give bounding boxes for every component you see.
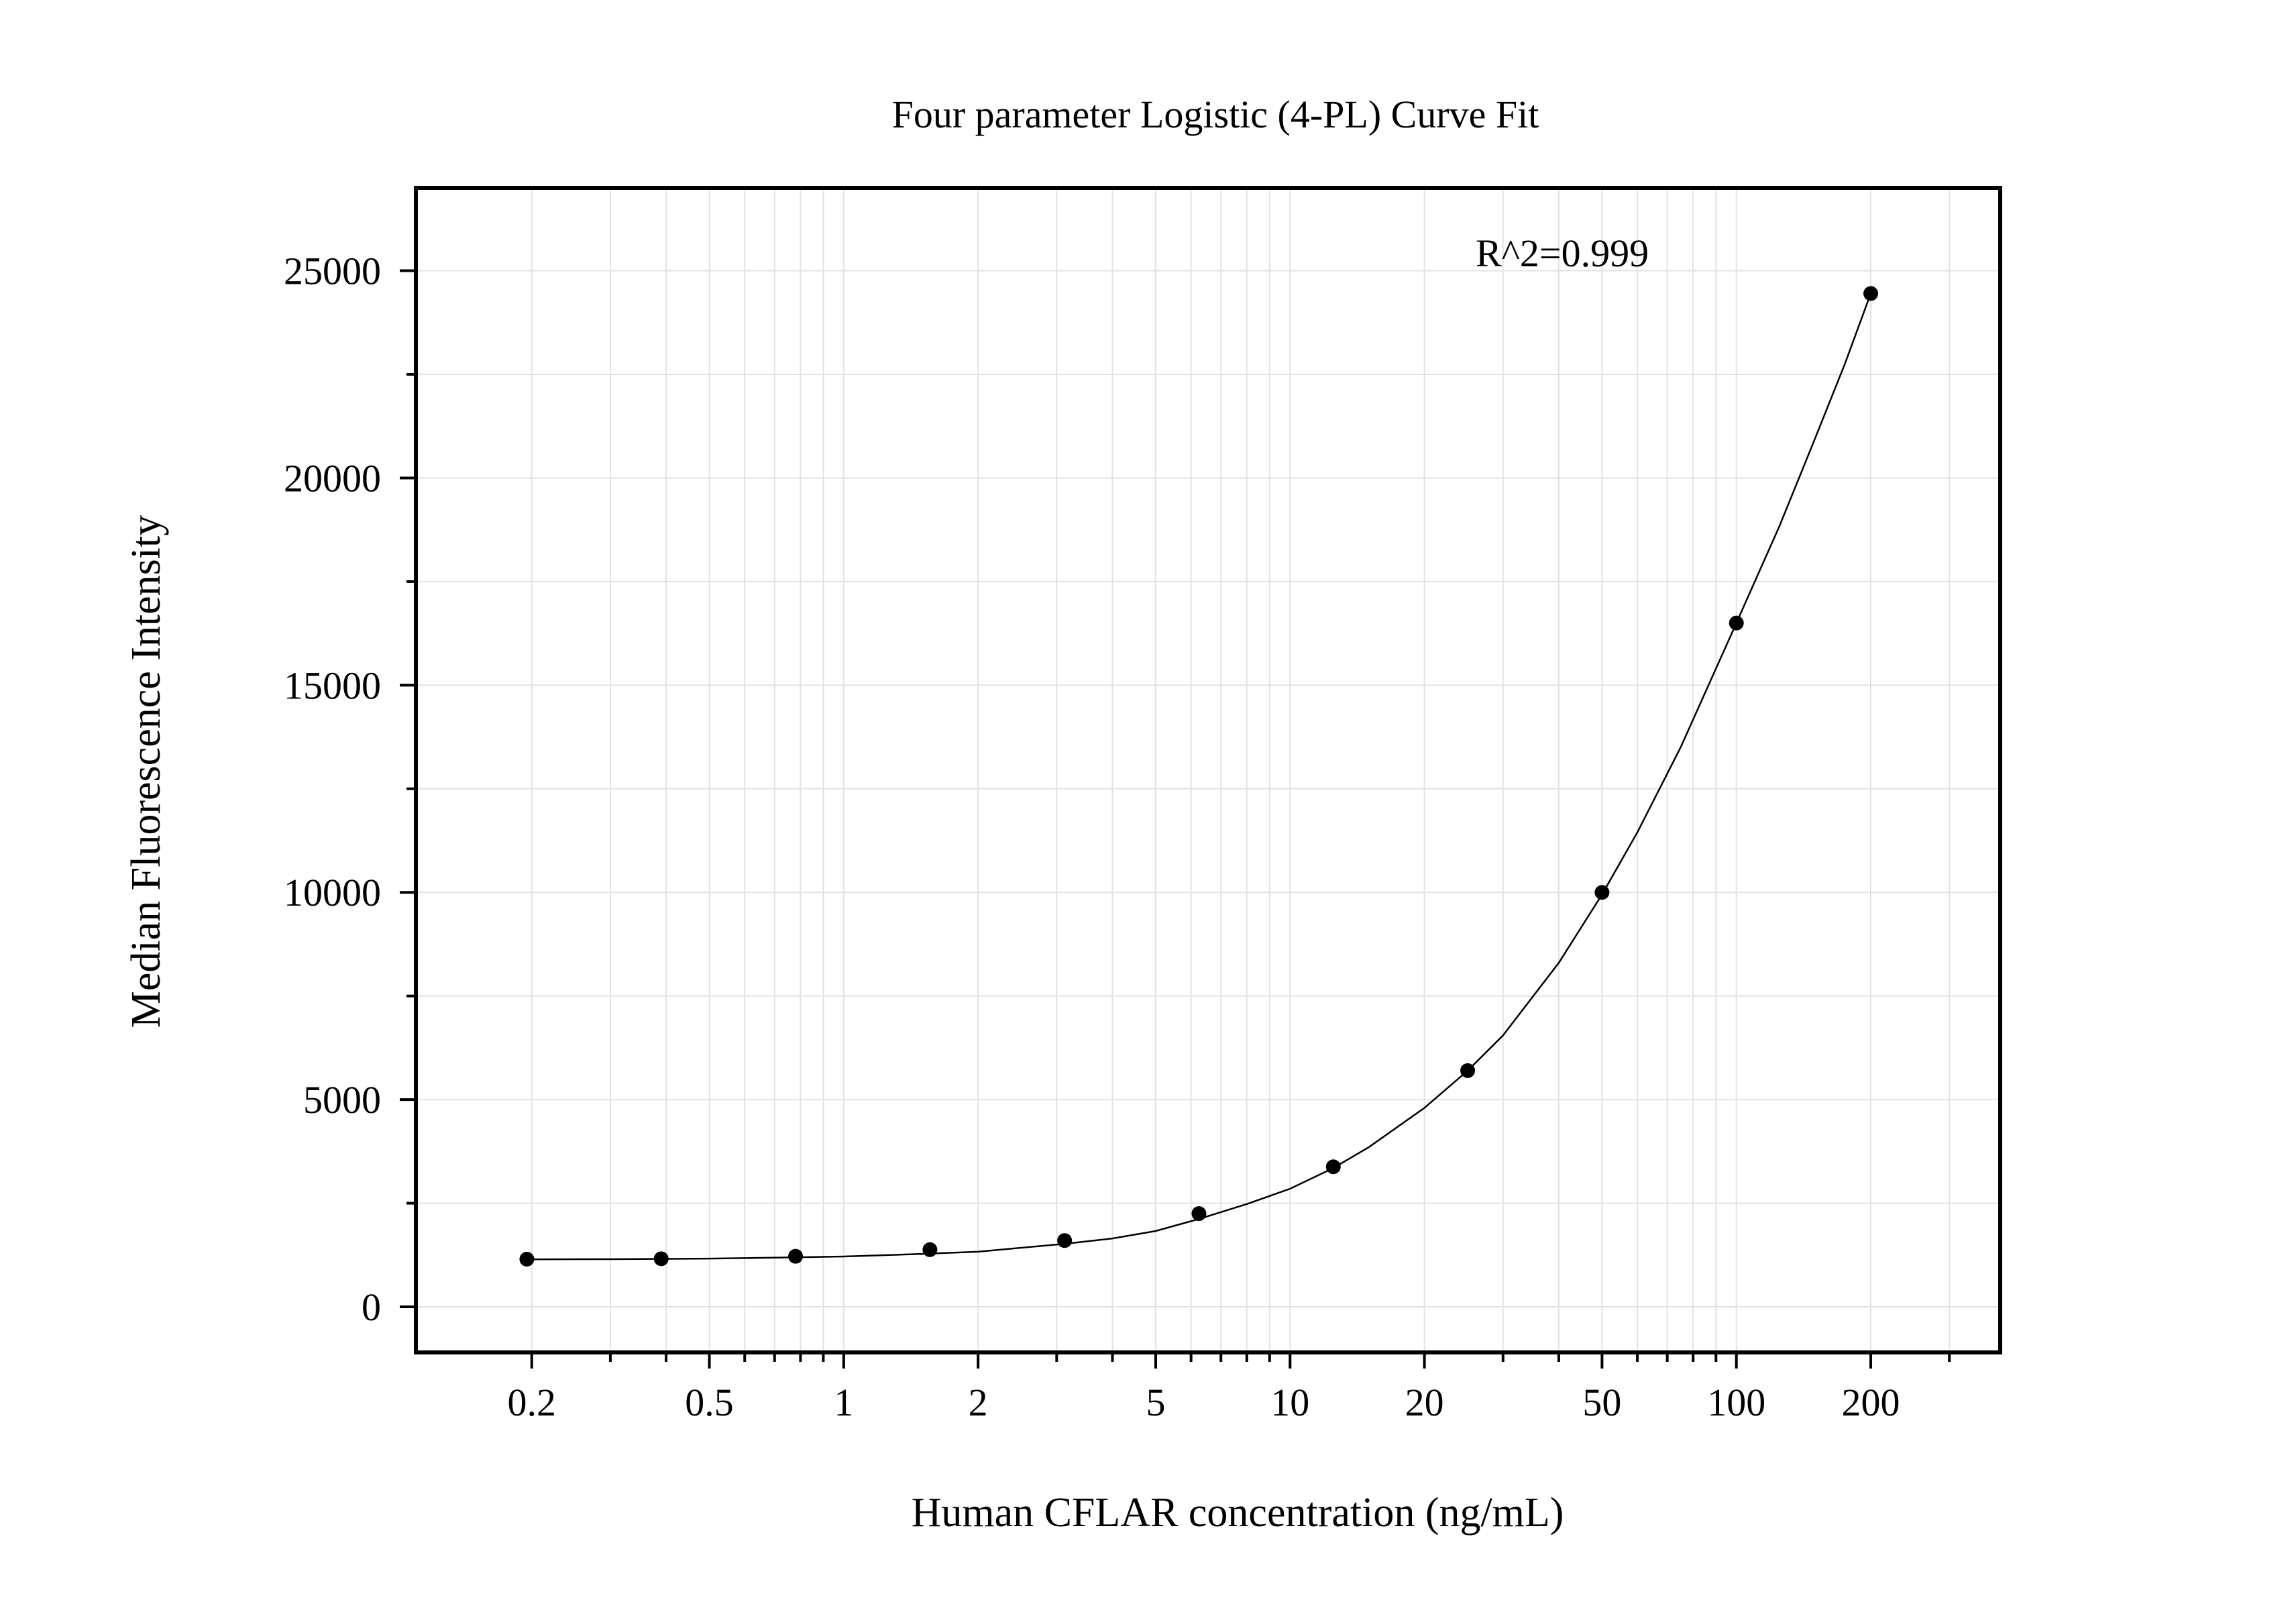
data-point [1191, 1206, 1207, 1222]
chart-title: Four parameter Logistic (4-PL) Curve Fit [892, 93, 1539, 136]
data-point [1325, 1159, 1341, 1175]
tick-labels: 0.2 0.5 1 2 5 10 20 50 100 200 0 5000 10000 15000 2000… [284, 250, 1900, 1424]
y-tick-label: 5000 [303, 1078, 381, 1122]
r-squared-annotation: R^2=0.999 [1476, 231, 1649, 275]
x-tick-label: 100 [1707, 1381, 1765, 1424]
x-tick-label: 20 [1405, 1381, 1444, 1424]
data-point [519, 1251, 535, 1267]
fit-curve [527, 293, 1872, 1261]
data-point [1594, 885, 1610, 900]
plot-frame [414, 186, 2002, 1354]
data-point [1729, 615, 1744, 631]
data-points [519, 286, 1879, 1267]
x-tick-label: 5 [1146, 1381, 1165, 1424]
x-tick-label: 2 [969, 1381, 988, 1424]
y-tick-label: 25000 [284, 250, 381, 293]
data-point [922, 1242, 938, 1257]
data-point [788, 1248, 804, 1264]
y-tick-label: 10000 [284, 871, 381, 914]
y-tick-label: 15000 [284, 663, 381, 707]
data-point [653, 1251, 669, 1267]
y-tick-label: 0 [362, 1285, 381, 1329]
x-tick-label: 10 [1270, 1381, 1309, 1424]
data-point [1460, 1063, 1476, 1078]
y-axis-label: Median Fluorescence Intensity [123, 515, 169, 1028]
x-tick-label: 1 [834, 1381, 853, 1424]
x-tick-label: 50 [1582, 1381, 1621, 1424]
grid [416, 188, 2000, 1352]
y-tick-label: 20000 [284, 456, 381, 500]
x-tick-label: 0.5 [685, 1381, 734, 1424]
x-tick-label: 0.2 [508, 1381, 557, 1424]
data-point [1863, 286, 1879, 301]
x-tick-label: 200 [1842, 1381, 1900, 1424]
data-point [1057, 1233, 1073, 1248]
x-axis-label: Human CFLAR concentration (ng/mL) [912, 1490, 1564, 1536]
